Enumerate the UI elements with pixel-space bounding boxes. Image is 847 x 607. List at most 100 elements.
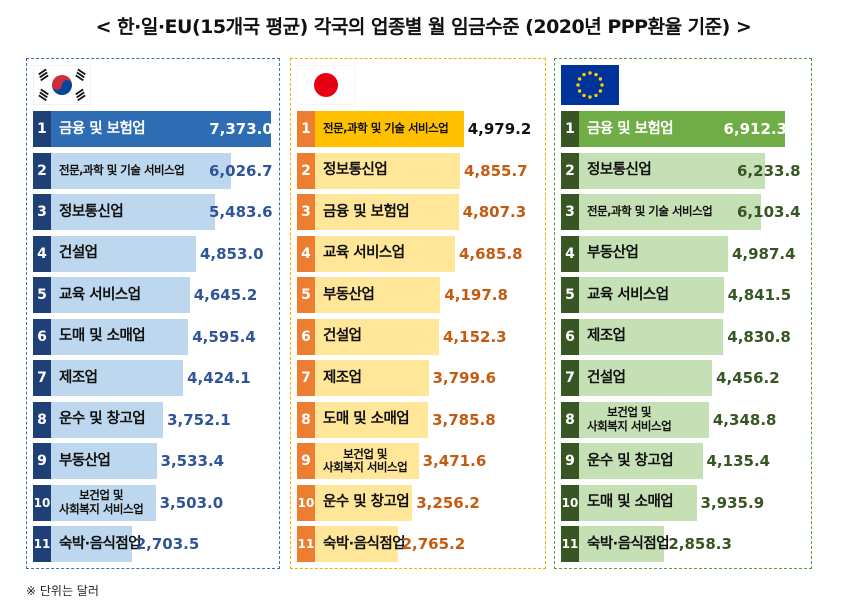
- category-label: 금융 및 보험업: [323, 203, 410, 220]
- value-label: 6,103.4: [737, 203, 801, 221]
- value-label: 4,855.7: [464, 161, 528, 180]
- bar: [315, 443, 419, 479]
- value-label: 6,233.8: [737, 161, 801, 180]
- value-label: 4,595.4: [192, 327, 256, 346]
- rank-number: 7: [561, 360, 579, 396]
- category-label: 숙박·음식점업: [587, 535, 670, 552]
- korea-panel: 1 금융 및 보험업 7,373.0 2 전문,과학 및 기술 서비스업 6,026.7 3…: [26, 58, 280, 569]
- rank-number: 11: [297, 526, 315, 562]
- rank-number: 10: [297, 484, 315, 521]
- category-label: 금융 및 보험업: [587, 120, 674, 137]
- category-label: 보건업 및 사회복지 서비스업: [323, 446, 408, 474]
- category-label: 운수 및 창고업: [323, 494, 410, 511]
- value-label: 4,424.1: [187, 369, 251, 387]
- value-label: 6,026.7: [209, 161, 273, 180]
- bar: [51, 401, 164, 438]
- category-label: 전문,과학 및 기술 서비스업: [59, 162, 185, 177]
- bar: [579, 152, 766, 189]
- rank-number: 6: [561, 318, 579, 355]
- rank-number: 2: [561, 152, 579, 189]
- value-label: 3,471.6: [422, 452, 487, 470]
- bar: [51, 235, 196, 272]
- value-label: 4,830.8: [727, 327, 791, 346]
- eu-flag-icon: [561, 65, 619, 105]
- value-label: 4,135.4: [706, 452, 771, 470]
- bar: [51, 111, 272, 147]
- category-label: 교육 서비스업: [59, 286, 141, 303]
- bar: [51, 443, 157, 479]
- value-label: 3,935.9: [700, 493, 765, 512]
- rank-number: 3: [561, 194, 579, 230]
- rank-number: 11: [561, 526, 579, 562]
- category-label: 보건업 및 사회복지 서비스업: [59, 488, 144, 516]
- rank-number: 8: [561, 401, 579, 438]
- rank-number: 6: [297, 318, 315, 355]
- japan-panel: 1 전문,과학 및 기술 서비스업 4,979.2 2 정보통신업 4,855.7 3 금융 …: [290, 58, 546, 569]
- rank-number: 2: [33, 152, 51, 189]
- category-label: 숙박·음식점업: [323, 535, 406, 552]
- value-label: 3,256.2: [416, 493, 480, 512]
- category-label: 운수 및 창고업: [59, 411, 146, 428]
- value-label: 4,152.3: [443, 327, 507, 346]
- category-label: 도매 및 소매업: [323, 411, 410, 428]
- rank-number: 4: [561, 235, 579, 272]
- category-label: 보건업 및 사회복지 서비스업: [587, 405, 672, 433]
- category-label: 부동산업: [323, 286, 375, 303]
- rank-number: 4: [33, 235, 51, 272]
- bar: [579, 318, 724, 355]
- bar: [579, 484, 697, 521]
- bar: [315, 111, 464, 147]
- value-label: 3,799.6: [432, 369, 497, 387]
- rank-number: 9: [33, 443, 51, 479]
- category-label: 부동산업: [587, 245, 639, 262]
- unit-footnote: ※ 단위는 달러: [26, 584, 99, 598]
- chart-title: < 한·일·EU(15개국 평균) 각국의 업종별 월 임금수준 (2020년 …: [95, 16, 752, 38]
- rank-number: 4: [297, 235, 315, 272]
- rank-number: 3: [33, 194, 51, 230]
- bar: [51, 277, 190, 313]
- bar: [315, 360, 429, 396]
- bar: [51, 194, 215, 230]
- value-label: 4,987.4: [731, 244, 796, 263]
- category-label: 전문,과학 및 기술 서비스업: [323, 121, 449, 136]
- bar: [315, 235, 455, 272]
- category-label: 전문,과학 및 기술 서비스업: [587, 204, 713, 219]
- rank-number: 5: [297, 277, 315, 313]
- category-label: 제조업: [323, 369, 362, 386]
- value-label: 4,197.8: [444, 286, 508, 304]
- bar: [315, 401, 429, 438]
- value-label: 4,456.2: [716, 369, 780, 387]
- value-label: 4,645.2: [193, 286, 258, 304]
- value-label: 4,807.3: [462, 203, 527, 221]
- category-label: 건설업: [59, 245, 98, 262]
- category-label: 정보통신업: [323, 162, 388, 179]
- value-label: 3,503.0: [159, 493, 224, 512]
- value-label: 4,841.5: [727, 286, 792, 304]
- bar: [579, 526, 665, 562]
- value-label: 7,373.0: [209, 120, 273, 138]
- rank-number: 5: [33, 277, 51, 313]
- category-label: 부동산업: [59, 452, 111, 469]
- rank-number: 10: [33, 484, 51, 521]
- bar: [315, 277, 441, 313]
- value-label: 3,533.4: [160, 452, 225, 470]
- category-label: 도매 및 소매업: [59, 328, 146, 345]
- rank-number: 11: [33, 526, 51, 562]
- category-label: 도매 및 소매업: [587, 494, 674, 511]
- rank-number: 7: [297, 360, 315, 396]
- rank-number: 1: [297, 111, 315, 147]
- category-label: 제조업: [59, 369, 98, 386]
- bar: [315, 152, 460, 189]
- rank-number: 9: [297, 443, 315, 479]
- bar: [315, 526, 398, 562]
- rank-number: 6: [33, 318, 51, 355]
- rank-number: 9: [561, 443, 579, 479]
- eu-panel: 1 금융 및 보험업 6,912.3 2 정보통신업 6,233.8 3 전문,과학 및 기술…: [554, 58, 812, 569]
- category-label: 금융 및 보험업: [59, 120, 146, 137]
- bar: [579, 235, 728, 272]
- value-label: 3,785.8: [432, 410, 496, 429]
- value-label: 4,348.8: [712, 410, 777, 429]
- bar: [579, 401, 709, 438]
- value-label: 4,853.0: [199, 244, 264, 263]
- rank-number: 8: [33, 401, 51, 438]
